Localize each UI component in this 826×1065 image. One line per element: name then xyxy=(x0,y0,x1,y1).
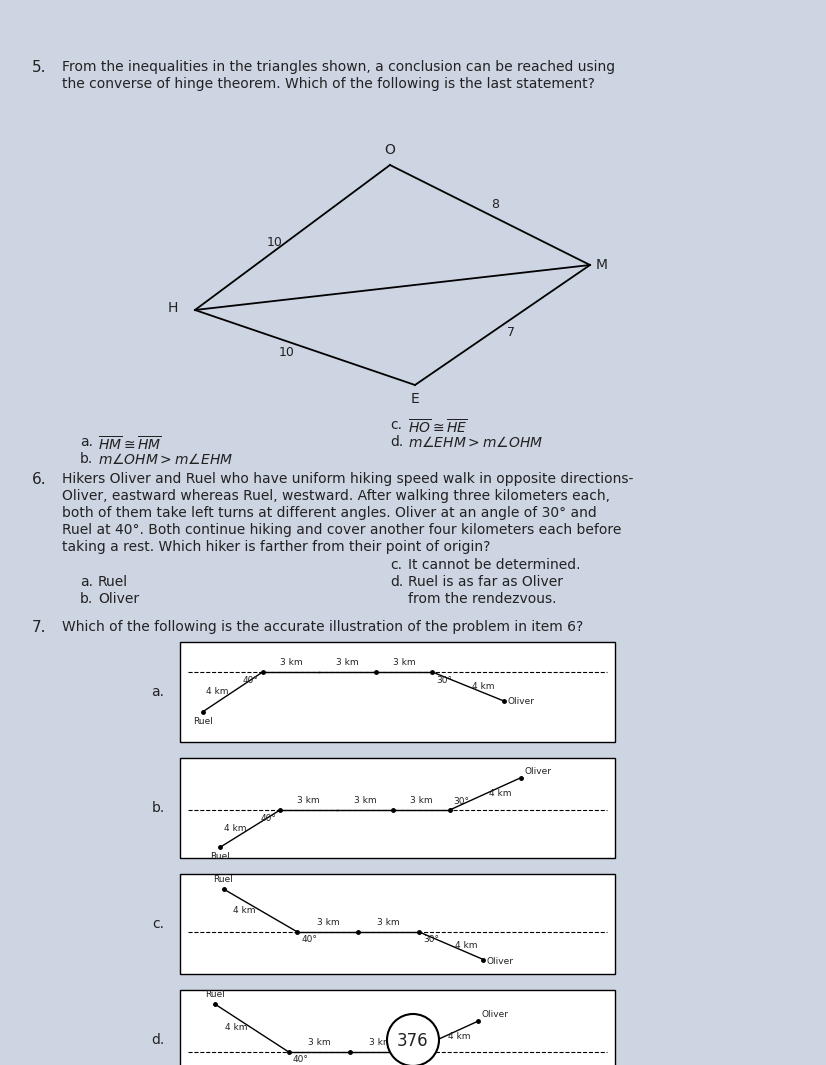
FancyBboxPatch shape xyxy=(180,874,615,974)
Text: Ruel: Ruel xyxy=(214,875,234,884)
Text: Oliver, eastward whereas Ruel, westward. After walking three kilometers each,: Oliver, eastward whereas Ruel, westward.… xyxy=(62,489,610,503)
Text: Oliver: Oliver xyxy=(508,697,535,705)
Text: 3 km: 3 km xyxy=(377,918,400,927)
Text: 3 km: 3 km xyxy=(368,1038,392,1047)
Text: Oliver: Oliver xyxy=(487,957,513,966)
Text: Ruel is as far as Oliver: Ruel is as far as Oliver xyxy=(408,575,563,589)
Text: M: M xyxy=(596,258,608,272)
Text: H: H xyxy=(168,301,178,315)
Text: 376: 376 xyxy=(397,1032,429,1050)
Text: 8: 8 xyxy=(491,198,499,212)
Text: 3 km: 3 km xyxy=(280,658,302,667)
Text: Ruel at 40°. Both continue hiking and cover another four kilometers each before: Ruel at 40°. Both continue hiking and co… xyxy=(62,523,621,537)
FancyBboxPatch shape xyxy=(180,642,615,742)
Text: Ruel: Ruel xyxy=(192,717,212,726)
Text: d.: d. xyxy=(390,435,403,449)
Text: 3 km: 3 km xyxy=(297,796,320,805)
Text: Oliver: Oliver xyxy=(525,767,551,775)
Text: 40°: 40° xyxy=(260,814,276,823)
Text: 7.: 7. xyxy=(32,620,46,635)
Text: $m\angle EHM > m\angle OHM$: $m\angle EHM > m\angle OHM$ xyxy=(408,435,543,450)
Text: both of them take left turns at different angles. Oliver at an angle of 30° and: both of them take left turns at differen… xyxy=(62,506,596,520)
Text: 40°: 40° xyxy=(292,1055,309,1064)
Text: from the rendezvous.: from the rendezvous. xyxy=(408,592,557,606)
Text: 4 km: 4 km xyxy=(472,682,495,691)
Text: 10: 10 xyxy=(267,236,282,249)
Text: a.: a. xyxy=(80,575,93,589)
Text: b.: b. xyxy=(80,592,93,606)
Text: 4 km: 4 km xyxy=(225,1023,248,1032)
Text: From the inequalities in the triangles shown, a conclusion can be reached using: From the inequalities in the triangles s… xyxy=(62,60,615,73)
Text: E: E xyxy=(411,392,420,406)
Text: the converse of hinge theorem. Which of the following is the last statement?: the converse of hinge theorem. Which of … xyxy=(62,77,595,91)
Circle shape xyxy=(387,1014,439,1065)
Text: Ruel: Ruel xyxy=(98,575,128,589)
Text: Oliver: Oliver xyxy=(98,592,139,606)
Text: Oliver: Oliver xyxy=(482,1010,508,1019)
Text: taking a rest. Which hiker is farther from their point of origin?: taking a rest. Which hiker is farther fr… xyxy=(62,540,491,554)
Text: $m\angle OHM > m\angle EHM$: $m\angle OHM > m\angle EHM$ xyxy=(98,452,233,466)
Text: 4 km: 4 km xyxy=(449,1032,471,1041)
Text: 10: 10 xyxy=(279,346,295,359)
Text: 3 km: 3 km xyxy=(308,1038,330,1047)
Text: d.: d. xyxy=(390,575,403,589)
Text: 30°: 30° xyxy=(453,797,470,806)
Text: $\overline{HO} \cong \overline{HE}$: $\overline{HO} \cong \overline{HE}$ xyxy=(408,417,468,437)
Text: 4 km: 4 km xyxy=(233,906,255,915)
Text: Which of the following is the accurate illustration of the problem in item 6?: Which of the following is the accurate i… xyxy=(62,620,583,634)
Text: 5.: 5. xyxy=(32,60,46,75)
Text: It cannot be determined.: It cannot be determined. xyxy=(408,558,581,572)
Text: c.: c. xyxy=(390,417,402,432)
Text: 30°: 30° xyxy=(423,935,439,944)
Text: Ruel: Ruel xyxy=(210,852,230,862)
FancyBboxPatch shape xyxy=(180,758,615,858)
FancyBboxPatch shape xyxy=(180,990,615,1065)
Text: 4 km: 4 km xyxy=(206,687,229,697)
Text: O: O xyxy=(385,143,396,157)
Text: b.: b. xyxy=(151,801,164,815)
Text: 40°: 40° xyxy=(301,935,317,944)
Text: d.: d. xyxy=(151,1033,164,1047)
Text: b.: b. xyxy=(80,452,93,466)
Text: Hikers Oliver and Ruel who have uniform hiking speed walk in opposite directions: Hikers Oliver and Ruel who have uniform … xyxy=(62,472,634,486)
Text: 6.: 6. xyxy=(32,472,46,487)
Text: 3 km: 3 km xyxy=(316,918,339,927)
Text: Ruel: Ruel xyxy=(205,990,225,999)
Text: 3 km: 3 km xyxy=(336,658,358,667)
Text: 4 km: 4 km xyxy=(224,824,246,833)
Text: 3 km: 3 km xyxy=(354,796,376,805)
Text: $\overline{HM} \cong \overline{HM}$: $\overline{HM} \cong \overline{HM}$ xyxy=(98,435,162,454)
Text: 30°: 30° xyxy=(436,676,453,685)
Text: 7: 7 xyxy=(506,327,515,340)
Text: a.: a. xyxy=(151,685,164,699)
Text: 3 km: 3 km xyxy=(411,796,433,805)
Text: 30°: 30° xyxy=(415,1055,430,1064)
Text: 3 km: 3 km xyxy=(392,658,415,667)
Text: 40°: 40° xyxy=(243,676,259,685)
Text: 4 km: 4 km xyxy=(455,941,477,950)
Text: c.: c. xyxy=(152,917,164,931)
Text: c.: c. xyxy=(390,558,402,572)
Text: a.: a. xyxy=(80,435,93,449)
Text: 4 km: 4 km xyxy=(490,789,512,799)
